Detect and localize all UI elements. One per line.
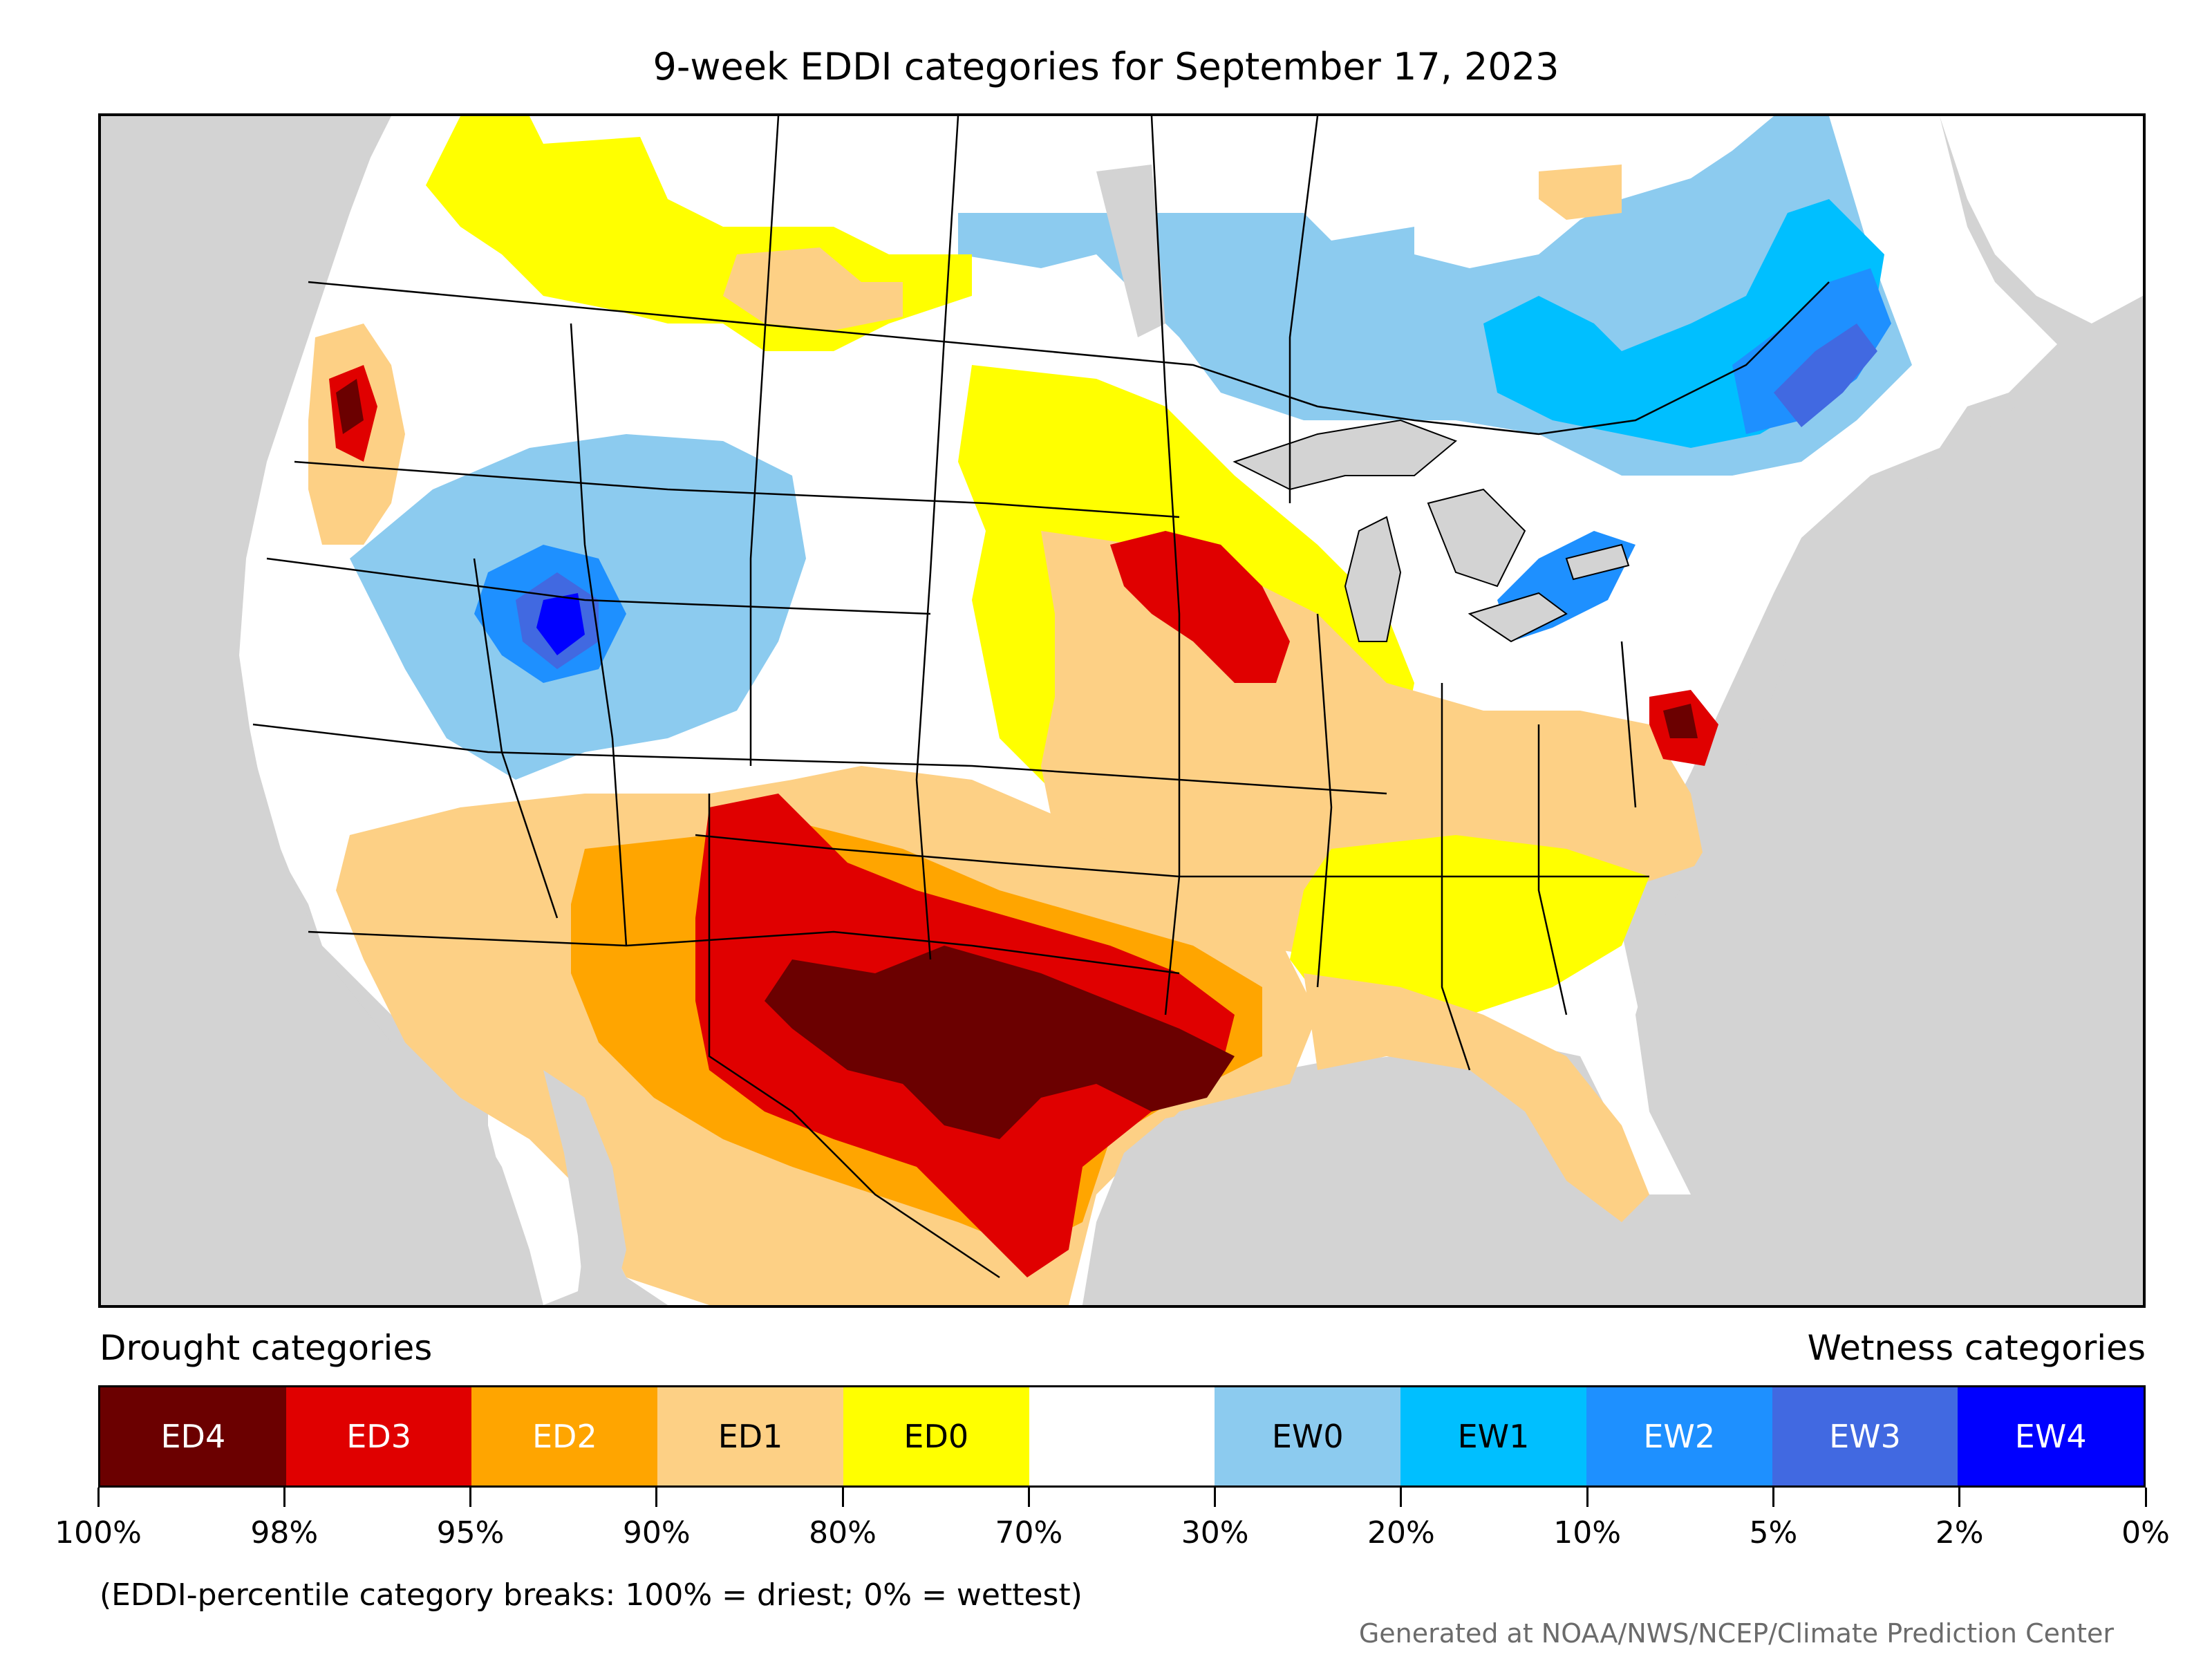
ocean-gulf <box>1082 1070 1649 1305</box>
legend-tick <box>283 1488 285 1507</box>
map-canvas <box>101 116 2143 1305</box>
legend-break-label: 98% <box>250 1515 319 1550</box>
legend-tick <box>1400 1488 1403 1507</box>
legend-break-label: 100% <box>55 1515 142 1550</box>
legend-cell-ed1: ED1 <box>657 1387 843 1485</box>
legend-tick <box>1214 1488 1217 1507</box>
legend-break-label: 30% <box>1181 1515 1249 1550</box>
lake-ontario <box>1565 543 1630 581</box>
region-ed4-pnw <box>336 379 364 434</box>
legend-tick <box>1586 1488 1588 1507</box>
land-maritimes <box>1940 116 2143 324</box>
political-borders <box>252 116 1830 1279</box>
legend-tick <box>469 1488 472 1507</box>
ocean-pacific <box>101 116 543 1305</box>
region-ed1-southeast <box>1304 973 1649 1222</box>
legend-break-label: 80% <box>809 1515 877 1550</box>
ocean-atlantic <box>1635 296 2143 1305</box>
legend-break-label: 70% <box>995 1515 1063 1550</box>
legend-cell-neutral <box>1029 1387 1215 1485</box>
legend-cell-ed4: ED4 <box>100 1387 286 1485</box>
region-ed3-iowa <box>1110 531 1290 683</box>
lake-michigan <box>1344 516 1402 642</box>
legend-break-label: 90% <box>622 1515 691 1550</box>
category-breaks-note: (EDDI-percentile category breaks: 100% =… <box>100 1577 1082 1613</box>
legend-break-label: 20% <box>1367 1515 1435 1550</box>
color-legend-bar: ED4 ED3 ED2 ED1 ED0 EW0 EW1 EW2 EW3 EW4 <box>98 1385 2146 1488</box>
legend-tick <box>97 1488 100 1507</box>
legend-cell-ew0: EW0 <box>1215 1387 1401 1485</box>
legend-cell-ew3: EW3 <box>1772 1387 1958 1485</box>
legend-break-label: 95% <box>436 1515 505 1550</box>
legend-cell-ed2: ED2 <box>471 1387 658 1485</box>
region-ew2-canada <box>1732 268 1891 434</box>
credit-text: Generated at NOAA/NWS/NCEP/Climate Predi… <box>1358 1618 2114 1649</box>
legend-break-label: 2% <box>1935 1515 1984 1550</box>
lake-erie <box>1468 592 1568 643</box>
drought-categories-label: Drought categories <box>100 1328 433 1368</box>
hudson-bay-lake <box>1096 165 1165 337</box>
lake-huron <box>1427 488 1526 588</box>
legend-cell-ew4: EW4 <box>1958 1387 2144 1485</box>
region-ed4-texas <box>765 946 1235 1139</box>
legend-cell-ew1: EW1 <box>1400 1387 1586 1485</box>
legend-break-label: 5% <box>1749 1515 1798 1550</box>
legend-cell-ew2: EW2 <box>1586 1387 1772 1485</box>
wetness-categories-label: Wetness categories <box>1807 1328 2146 1368</box>
region-ew3-canada <box>1774 324 1877 427</box>
region-ed1-ontario <box>1539 165 1622 220</box>
legend-cell-ed0: ED0 <box>843 1387 1029 1485</box>
legend-cell-ed3: ED3 <box>285 1387 472 1485</box>
legend-tick <box>1027 1488 1030 1507</box>
eddi-map <box>98 113 2146 1308</box>
ocean-gulf-of-california <box>543 1070 626 1305</box>
legend-tick <box>1772 1488 1774 1507</box>
region-ed4-virginia <box>1663 704 1698 738</box>
region-ew4-basin <box>536 593 585 655</box>
legend-tick <box>2144 1488 2147 1507</box>
legend-tick <box>841 1488 844 1507</box>
map-title: 9-week EDDI categories for September 17,… <box>653 45 1559 88</box>
legend-break-label: 0% <box>2121 1515 2170 1550</box>
legend-tick <box>1958 1488 1961 1507</box>
legend-break-label: 10% <box>1553 1515 1622 1550</box>
legend-tick <box>655 1488 658 1507</box>
